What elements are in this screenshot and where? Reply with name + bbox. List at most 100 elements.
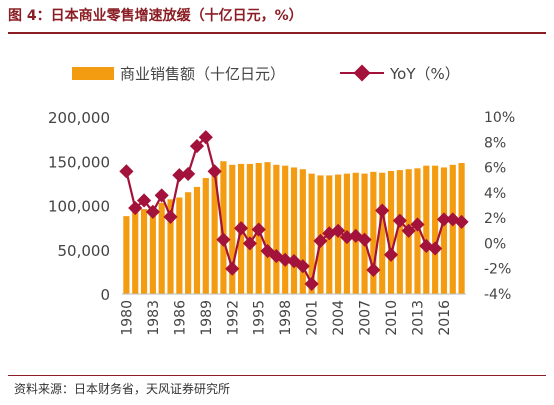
yoy-marker	[401, 223, 416, 238]
title-rule	[8, 32, 546, 34]
sales-bar	[246, 163, 253, 294]
yoy-marker	[313, 233, 328, 248]
yoy-marker	[145, 204, 160, 219]
sales-bar	[264, 162, 271, 294]
left-axis-tick-label: 200,000	[48, 109, 110, 127]
yoy-marker	[181, 166, 196, 181]
yoy-marker	[278, 252, 293, 267]
sales-bar	[379, 172, 386, 294]
yoy-marker	[410, 217, 425, 232]
sales-bar	[132, 211, 139, 294]
legend: 商业销售额（十亿日元） YoY（%）	[72, 64, 460, 83]
sales-bar	[449, 164, 456, 294]
sales-bar	[158, 202, 165, 294]
yoy-marker	[392, 213, 407, 228]
right-axis-tick-label: 4%	[484, 186, 506, 202]
sales-bar	[220, 161, 227, 294]
right-axis-tick-label: 10%	[484, 110, 515, 126]
sales-bar	[185, 192, 192, 294]
right-axis-tick-label: -2%	[484, 262, 511, 278]
x-axis-tick-label: 1983	[146, 300, 162, 336]
sales-bar	[167, 199, 174, 294]
yoy-marker	[304, 276, 319, 291]
sales-bar	[123, 216, 130, 294]
left-axis-tick-label: 100,000	[48, 198, 110, 216]
sales-bar	[193, 186, 201, 294]
left-axis-ticks: 0 50,000 100,000 150,000 200,000	[48, 109, 110, 304]
right-axis-tick-label: 2%	[484, 211, 506, 227]
sales-bar	[140, 209, 148, 294]
x-axis-tick-label: 1995	[252, 300, 268, 336]
yoy-marker	[436, 212, 452, 227]
yoy-marker	[383, 247, 399, 262]
right-axis-tick-label: 8%	[484, 135, 506, 151]
figure-title: 图 4：日本商业零售增速放缓（十亿日元，%）	[8, 8, 303, 24]
left-axis-tick-label: 150,000	[48, 153, 110, 171]
sales-bar	[308, 173, 315, 294]
yoy-marker	[234, 221, 249, 236]
yoy-marker	[357, 232, 372, 247]
legend-bar-label: 商业销售额（十亿日元）	[120, 65, 285, 83]
yoy-marker	[136, 193, 152, 208]
sales-bar	[423, 165, 430, 294]
sales-bar	[176, 197, 183, 294]
x-axis-ticks: 1980 1983 1986 1989 1992 1995 1998 2001 2004 2007…	[119, 300, 453, 336]
yoy-marker	[339, 230, 354, 245]
yoy-marker	[331, 223, 346, 238]
x-axis-tick-label: 1989	[199, 300, 215, 336]
sales-bar	[229, 164, 236, 294]
x-axis-tick-label: 2007	[358, 300, 374, 336]
right-axis-tick-label: 6%	[484, 161, 506, 177]
yoy-marker	[163, 209, 178, 224]
yoy-marker	[428, 241, 443, 256]
sales-bar	[440, 167, 448, 294]
yoy-marker	[207, 164, 222, 179]
yoy-marker	[366, 262, 381, 278]
sales-bar	[149, 206, 156, 294]
yoy-marker	[172, 168, 187, 183]
sales-bar	[299, 169, 306, 294]
sales-bar	[432, 165, 439, 294]
x-axis-tick-label: 2001	[305, 300, 321, 336]
sales-bar	[202, 178, 209, 294]
left-axis-tick-label: 50,000	[58, 242, 111, 260]
yoy-marker	[225, 261, 240, 276]
x-axis-tick-label: 1980	[119, 300, 135, 336]
yoy-marker	[216, 232, 231, 247]
sales-bar	[396, 170, 403, 294]
right-axis-tick-label: 0%	[484, 236, 506, 252]
right-axis-ticks: -4% -2% 0% 2% 4% 6% 8% 10%	[484, 110, 515, 303]
legend-line-marker	[353, 64, 371, 82]
x-axis-tick-label: 1992	[225, 300, 241, 336]
yoy-markers	[119, 130, 469, 291]
yoy-marker	[198, 130, 213, 145]
legend-bar-swatch	[72, 67, 114, 80]
source-rule	[8, 375, 546, 376]
yoy-marker	[375, 203, 390, 218]
sales-bar	[282, 165, 289, 294]
sales-bar	[370, 171, 377, 294]
x-axis-tick-label: 1998	[278, 300, 294, 336]
x-axis-tick-label: 1986	[172, 300, 188, 336]
left-axis-tick-label: 0	[100, 286, 110, 304]
yoy-marker	[189, 139, 205, 154]
right-axis-tick-label: -4%	[484, 287, 511, 303]
sales-bar	[387, 170, 395, 294]
yoy-marker	[242, 236, 257, 251]
x-axis-tick-label: 2013	[410, 300, 426, 336]
sales-bar	[290, 167, 298, 294]
yoy-marker	[251, 222, 266, 237]
chart: 商业销售额（十亿日元） YoY（%） 0 50,000 100,000 150,000…	[48, 64, 515, 336]
yoy-marker	[154, 188, 169, 203]
source-note: 资料来源：日本财务省，天风证券研究所	[14, 382, 231, 396]
x-axis-tick-label: 2004	[331, 300, 347, 336]
yoy-marker	[454, 214, 469, 230]
sales-bar	[211, 168, 218, 294]
x-axis-tick-label: 2010	[384, 300, 400, 336]
sales-bar	[273, 164, 280, 294]
yoy-marker	[295, 259, 310, 274]
yoy-marker	[128, 200, 143, 216]
yoy-marker	[119, 164, 134, 179]
legend-line-label: YoY（%）	[389, 65, 460, 83]
x-axis-tick-label: 2016	[437, 300, 453, 336]
